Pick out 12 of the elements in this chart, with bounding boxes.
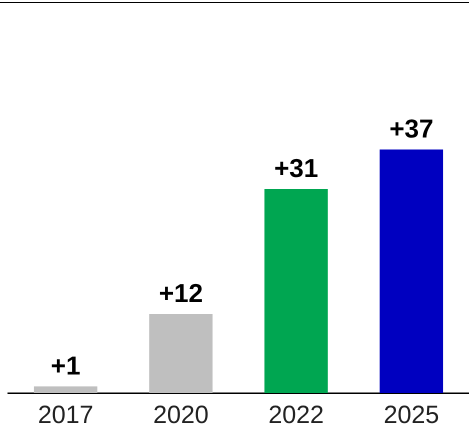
x-tick-label: 2025 [384, 400, 440, 429]
x-tick-label: 2022 [268, 400, 324, 429]
data-label: +31 [274, 153, 318, 184]
bar [264, 189, 328, 393]
x-tick-label: 2020 [153, 400, 209, 429]
x-tick-label: 2017 [38, 400, 94, 429]
bar [380, 150, 444, 393]
bar [34, 386, 98, 393]
data-label: +1 [50, 350, 80, 381]
bar [149, 314, 213, 393]
data-label: +12 [158, 278, 203, 308]
data-label: +37 [389, 114, 434, 144]
